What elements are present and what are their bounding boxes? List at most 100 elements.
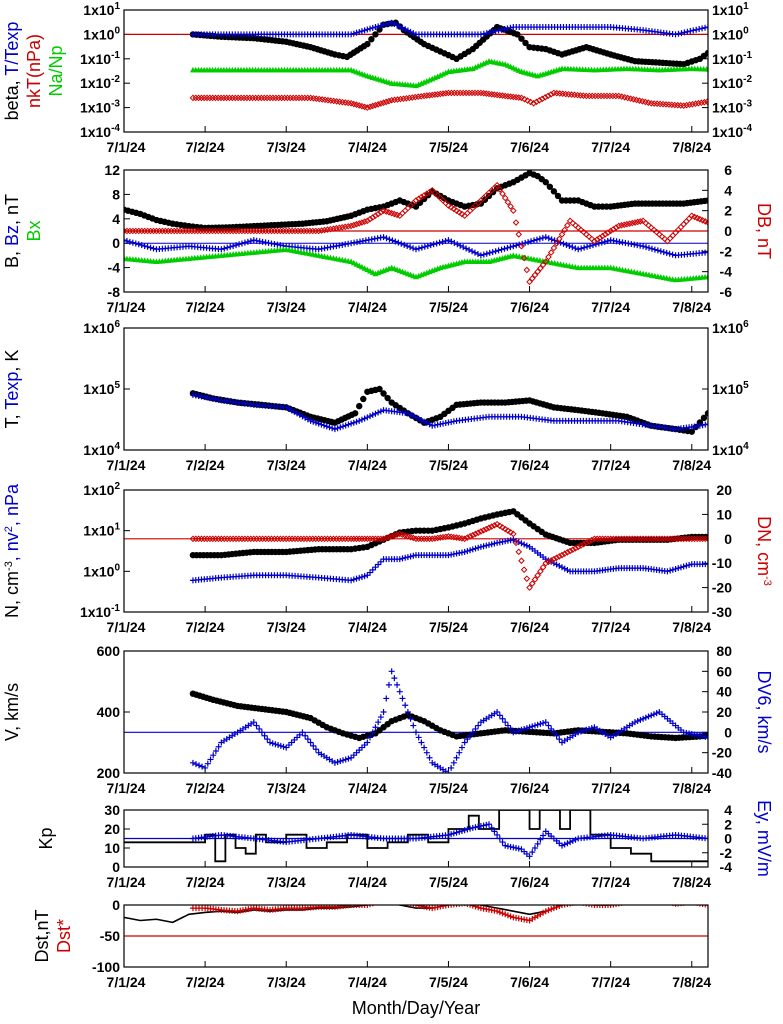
data-point	[537, 836, 544, 843]
data-point	[450, 759, 457, 766]
data-point	[753, 27, 759, 33]
data-point	[318, 421, 325, 428]
data-point	[580, 727, 587, 734]
y-tick-label: 1x100	[83, 562, 120, 579]
data-point	[669, 566, 676, 573]
data-point	[372, 212, 379, 220]
y2-axis-label: DB, nT	[754, 203, 774, 259]
data-point	[758, 271, 764, 277]
data-point	[518, 94, 525, 102]
data-point	[393, 211, 401, 219]
data-point	[596, 535, 604, 543]
data-point	[189, 759, 196, 766]
data-point	[383, 21, 390, 28]
data-point	[342, 422, 349, 429]
data-point	[761, 83, 766, 88]
data-point	[604, 229, 612, 237]
data-point	[396, 212, 404, 220]
data-point	[660, 249, 667, 256]
data-point	[732, 833, 738, 839]
x-tick-label: 7/1/24	[107, 457, 146, 473]
data-point	[353, 905, 360, 908]
x-tick-label: 7/5/24	[429, 299, 468, 315]
data-point	[741, 536, 746, 541]
x-tick-label: 7/8/24	[672, 780, 711, 796]
data-point	[664, 568, 671, 575]
y2-tick-label: -4	[720, 859, 733, 875]
data-point	[735, 416, 741, 422]
data-point	[518, 35, 525, 42]
data-point	[375, 899, 381, 905]
data-point	[572, 544, 579, 552]
data-point	[467, 732, 474, 739]
data-point	[364, 739, 371, 746]
data-point	[725, 397, 731, 403]
data-point	[353, 220, 360, 228]
data-point	[607, 227, 614, 235]
data-point	[596, 234, 604, 242]
data-point	[522, 39, 529, 47]
data-point	[361, 573, 368, 580]
data-point	[310, 742, 317, 749]
data-point	[529, 723, 536, 730]
y2-tick-label: -4	[720, 264, 733, 280]
data-point	[448, 764, 455, 771]
y-tick-label: 1x101	[83, 1, 120, 18]
y-tick-label: 1x101	[83, 522, 120, 539]
data-point	[353, 535, 360, 543]
data-point	[629, 897, 635, 903]
data-point	[350, 535, 358, 543]
data-point	[409, 94, 416, 101]
data-point	[350, 30, 357, 37]
data-point	[732, 898, 738, 904]
x-tick-label: 7/3/24	[267, 299, 306, 315]
data-point	[542, 258, 550, 265]
plot-area	[124, 508, 752, 591]
data-point	[713, 534, 719, 540]
series-na-np	[189, 58, 754, 89]
x-tick-label: 7/7/24	[591, 619, 630, 635]
data-point	[375, 23, 382, 30]
data-point	[640, 895, 646, 901]
y-tick-label: 1x106	[83, 319, 120, 336]
data-point	[693, 26, 700, 33]
data-point	[650, 711, 657, 718]
data-point	[564, 222, 571, 229]
data-point	[453, 207, 460, 214]
data-point	[413, 905, 419, 908]
data-point	[375, 719, 382, 726]
data-point	[124, 237, 127, 244]
plot-frame	[123, 904, 709, 968]
data-point	[496, 522, 504, 530]
data-point	[737, 271, 743, 277]
x-tick-label: 7/6/24	[510, 974, 549, 990]
data-point	[407, 411, 414, 418]
data-point	[743, 563, 749, 569]
data-point	[747, 536, 752, 541]
series-db	[124, 181, 743, 286]
data-point	[738, 233, 743, 238]
data-point	[721, 399, 727, 405]
y-tick-label-right: 1x105	[712, 380, 749, 397]
data-point	[558, 231, 566, 238]
panel-dst-index: -100 -50 0 7/1/24 7/2/24 7/3/24 7/4/24 7/5/24 7/…	[92, 895, 738, 990]
x-tick-label: 7/8/24	[672, 139, 711, 155]
data-point	[729, 898, 735, 904]
data-point	[327, 225, 334, 233]
series-kp	[124, 810, 708, 863]
data-point	[426, 754, 433, 761]
data-point	[356, 417, 363, 424]
data-point	[461, 827, 468, 834]
data-point	[369, 905, 371, 908]
data-point	[555, 235, 563, 243]
data-point	[299, 729, 306, 736]
data-point	[618, 535, 625, 543]
data-point	[707, 422, 708, 425]
data-point	[635, 896, 641, 902]
data-point	[764, 411, 770, 417]
data-point	[411, 93, 419, 101]
data-point	[355, 535, 363, 543]
data-point	[360, 395, 367, 403]
data-point	[748, 66, 754, 72]
data-point	[492, 248, 499, 255]
